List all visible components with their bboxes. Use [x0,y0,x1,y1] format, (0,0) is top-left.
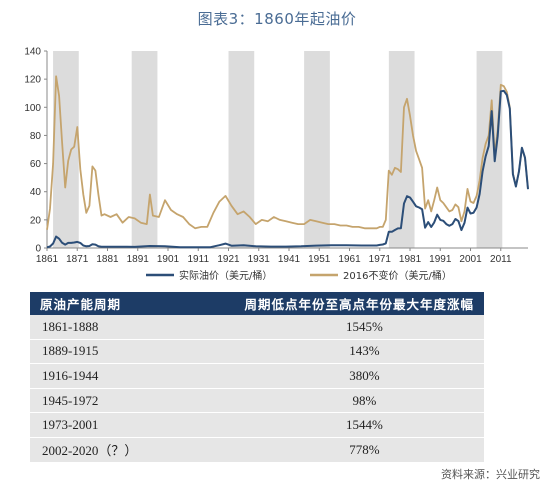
x-tick-label: 1961 [338,254,361,265]
x-tick-label: 1881 [96,254,119,265]
series-line-nominal [46,89,529,249]
x-tick-label: 1951 [308,254,331,265]
cell-period: 2002-2020（？） [30,437,177,463]
y-tick-label: 20 [30,215,42,226]
y-tick-label: 140 [24,47,41,58]
cell-gain: 778% [176,437,484,463]
table-row: 1973-2001 1544% [30,412,484,438]
header-gain: 周期低点年份至高点年份最大年度涨幅 [176,292,484,315]
cell-gain: 143% [176,339,484,365]
shaded-band [304,51,330,248]
series-lines [46,75,529,249]
cell-gain: 1545% [176,315,484,340]
cycle-table: 原油产能周期 周期低点年份至高点年份最大年度涨幅 1861-1888 1545% 1… [30,292,484,463]
y-tick-label: 100 [24,103,41,114]
y-axis: 0 20 40 60 80 100 120 140 [24,47,48,255]
x-tick-label: 1971 [369,254,392,265]
series-line-real-2016 [46,75,529,230]
y-tick-label: 120 [24,75,41,86]
x-tick-label: 2011 [490,254,512,265]
chart-title: 图表3：1860年起油价 [197,10,357,28]
y-tick-label: 40 [30,187,42,198]
cell-gain: 98% [176,388,484,414]
cell-gain: 380% [176,363,484,389]
x-tick-label: 1941 [278,254,301,265]
cell-period: 1889-1915 [30,339,177,365]
table-header-row: 原油产能周期 周期低点年份至高点年份最大年度涨幅 [30,292,484,315]
table-row: 2002-2020（？） 778% [30,437,484,463]
cell-gain: 1544% [176,412,484,438]
y-tick-label: 60 [30,159,42,170]
x-tick-label: 2001 [459,254,482,265]
x-tick-label: 1991 [429,254,452,265]
cell-period: 1973-2001 [30,412,177,438]
legend-label: 实际油价（美元/桶） [179,269,272,282]
cell-period: 1916-1944 [30,363,177,389]
x-tick-label: 1931 [248,254,271,265]
table-row: 1945-1972 98% [30,388,484,414]
table-row: 1861-1888 1545% [30,315,484,340]
cell-period: 1945-1972 [30,388,177,414]
x-tick-label: 1871 [66,254,89,265]
x-tick-label: 1921 [217,254,240,265]
x-tick-label: 1981 [399,254,422,265]
x-tick-label: 1911 [188,254,210,265]
shaded-band [476,51,503,248]
x-tick-label: 1891 [127,254,150,265]
cell-period: 1861-1888 [30,315,177,340]
legend-label: 2016不变价（美元/桶） [343,269,452,282]
x-tick-label: 1861 [36,254,59,265]
table-row: 1916-1944 380% [30,363,484,389]
y-tick-label: 0 [35,244,41,255]
table-row: 1889-1915 143% [30,339,484,365]
x-axis: 1861 1871 1881 1891 1901 1911 1921 1931 1941 1951… [36,247,528,265]
shaded-band [228,51,255,248]
header-period: 原油产能周期 [30,292,177,315]
y-tick-label: 80 [30,131,42,142]
source-note: 资料来源：兴业研究 [441,468,540,481]
x-tick-label: 1901 [157,254,180,265]
legend: 实际油价（美元/桶） 2016不变价（美元/桶） [146,269,452,282]
